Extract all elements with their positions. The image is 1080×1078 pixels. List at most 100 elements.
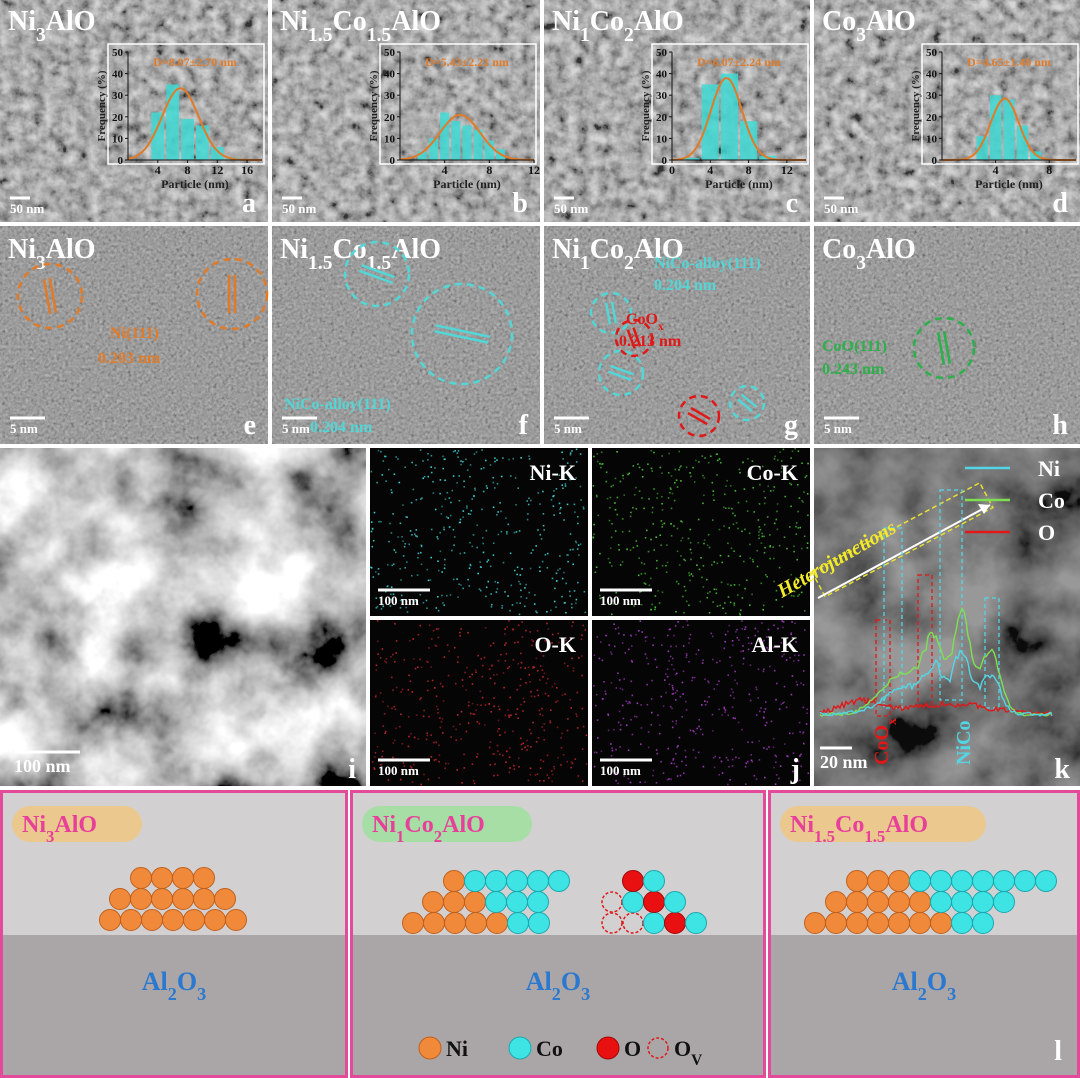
eds-dot <box>693 481 696 483</box>
y-tick-label: 20 <box>656 112 668 124</box>
eds-dot <box>697 541 699 544</box>
bar <box>462 125 472 160</box>
eds-dot <box>546 552 549 555</box>
eds-dot <box>466 505 468 507</box>
region-box <box>984 597 1000 709</box>
eds-dot <box>740 609 742 611</box>
eds-dot <box>712 490 715 492</box>
eds-dot <box>490 593 492 595</box>
eds-dot <box>712 757 715 759</box>
eds-dot <box>755 686 757 689</box>
eds-dot <box>611 523 613 525</box>
eds-dot <box>559 512 561 514</box>
eds-dot <box>678 736 681 739</box>
eds-dot <box>492 642 495 645</box>
atom <box>485 891 507 913</box>
eds-dot <box>542 513 545 515</box>
x-tick-label: 4 <box>155 163 161 177</box>
y-tick-label: 10 <box>926 133 938 145</box>
legend-label: O <box>624 1036 641 1061</box>
atom <box>193 867 215 889</box>
eds-dot <box>377 653 379 655</box>
eds-dot <box>543 780 545 782</box>
eds-dot <box>538 780 541 782</box>
eds-dot <box>507 709 509 711</box>
eds-dot <box>617 782 619 785</box>
eds-dot <box>437 609 440 612</box>
eds-dot <box>763 717 765 719</box>
eds-dot <box>659 724 661 726</box>
eds-dot <box>650 698 653 700</box>
lattice-fringe <box>42 278 52 315</box>
eds-dot <box>758 526 761 528</box>
eds-dot <box>640 603 643 606</box>
eds-dot <box>580 499 582 501</box>
eds-dot <box>807 462 809 465</box>
eds-dot <box>702 474 704 477</box>
eds-dot <box>493 753 496 755</box>
eds-dot <box>761 535 764 538</box>
eds-dot <box>647 731 650 733</box>
eds-dot <box>610 743 612 745</box>
eds-dot <box>459 723 461 726</box>
eds-dot <box>399 607 402 609</box>
scale-bar-label: 100 nm <box>600 593 641 608</box>
eds-dot <box>732 512 734 515</box>
eds-dot <box>623 634 625 636</box>
eds-dot <box>750 759 753 762</box>
eds-dot <box>734 717 736 720</box>
eds-dot <box>456 769 458 771</box>
eds-dot <box>571 657 573 660</box>
eds-dot <box>758 740 760 742</box>
eds-dot <box>676 775 679 777</box>
eds-dot <box>698 725 700 728</box>
eds-dot <box>583 590 586 593</box>
eds-dot <box>727 630 729 633</box>
eds-dot <box>420 498 422 500</box>
hrtem-image-texture <box>0 226 268 444</box>
eds-dot <box>747 458 749 460</box>
eds-dot <box>525 682 527 684</box>
eds-dot <box>676 550 679 553</box>
y-tick-label: 20 <box>926 112 938 124</box>
eds-dot <box>419 698 421 701</box>
panel-title: Ni1.5Co1.5AlO <box>280 6 441 46</box>
fit-label: D=4.65±1.40 nm <box>967 55 1051 69</box>
y-tick-label: 40 <box>656 69 668 81</box>
eds-dot <box>781 605 784 608</box>
eds-dot <box>447 762 450 765</box>
eds-dot <box>544 692 547 695</box>
lattice-annotation: 0.204 nm <box>654 277 717 294</box>
eds-dot <box>483 656 486 659</box>
y-tick-label: 20 <box>384 112 396 124</box>
eds-dot <box>622 474 624 477</box>
eds-dot <box>540 538 543 540</box>
eds-dot <box>644 537 647 539</box>
eds-dot <box>499 753 501 756</box>
eds-dot <box>448 650 450 652</box>
eds-dot <box>584 611 587 614</box>
eds-dot <box>384 660 386 662</box>
eds-dot <box>715 592 718 595</box>
eds-dot <box>556 726 559 729</box>
eds-dot <box>727 783 729 786</box>
eds-dot <box>709 591 711 593</box>
eds-dot <box>640 727 643 729</box>
eds-dot <box>805 723 808 725</box>
eds-dot <box>737 527 739 530</box>
atom <box>951 912 973 934</box>
eds-dot <box>475 671 477 673</box>
eds-dot <box>558 474 561 476</box>
eds-dot <box>517 662 520 665</box>
eds-dot <box>763 668 765 671</box>
eds-dot <box>721 714 723 716</box>
tem-image-texture <box>272 0 540 222</box>
eds-dot <box>619 746 621 748</box>
eds-dot <box>751 760 754 763</box>
eds-dot <box>380 608 383 610</box>
eds-dot <box>432 629 435 632</box>
y-axis-label: Frequency (%) <box>368 70 380 141</box>
eds-dot <box>742 645 744 647</box>
eds-dot <box>581 674 583 677</box>
atom <box>909 870 931 892</box>
